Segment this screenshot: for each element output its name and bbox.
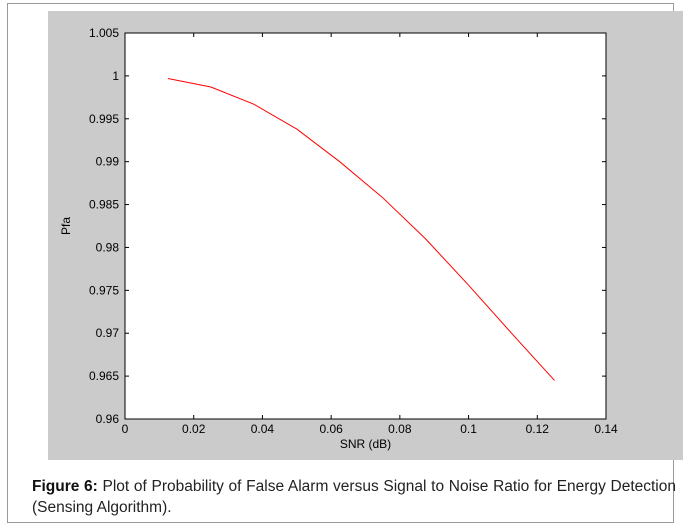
y-tick-label: 1 (112, 69, 119, 83)
x-tick-label: 0.1 (460, 422, 477, 436)
y-tick-label: 0.96 (96, 412, 120, 426)
y-tick-label: 0.99 (96, 155, 120, 169)
figure-background: 0 0.02 0.04 0.06 0.08 0.1 0.12 0.14 0.96 0.965 0.… (48, 11, 683, 460)
x-tick-label: 0.06 (319, 422, 343, 436)
line-chart: 0 0.02 0.04 0.06 0.08 0.1 0.12 0.14 0.960.9650.… (59, 26, 618, 451)
plot-area (124, 32, 607, 420)
y-tick-label: 0.975 (89, 283, 119, 297)
x-tick-label: 0.08 (388, 422, 412, 436)
figure-frame: 0 0.02 0.04 0.06 0.08 0.1 0.12 0.14 0.96 0.965 0.… (7, 3, 683, 523)
y-tick-labels: 0.96 0.965 0.97 0.975 0.98 0.985 0.99 0.995 1 1.0… (89, 26, 119, 426)
axis-ticks (124, 32, 607, 420)
x-tick-labels: 0 0.02 0.04 0.06 0.08 0.1 0.12 0.14 (122, 422, 618, 436)
caption-label: Figure 6: (32, 478, 98, 495)
x-tick-label: 0.04 (251, 422, 275, 436)
y-tick-label: 0.995 (89, 112, 119, 126)
y-tick-label: 0.97 (96, 326, 120, 340)
series-layer (167, 78, 555, 381)
y-tick-label: 0.965 (89, 369, 119, 383)
figure-caption: Figure 6: Plot of Probability of False A… (32, 476, 676, 518)
y-axis-label: Pfa (59, 217, 73, 235)
series-line (167, 78, 555, 381)
caption-text: Plot of Probability of False Alarm versu… (32, 478, 676, 516)
x-tick-label: 0.14 (594, 422, 618, 436)
x-axis-label: SNR (dB) (340, 437, 391, 451)
y-tick-label: 0.985 (89, 198, 119, 212)
x-tick-label: 0.02 (182, 422, 206, 436)
y-tick-label: 1.005 (89, 26, 119, 40)
x-tick-label: 0 (122, 422, 129, 436)
y-tick-label: 0.98 (96, 240, 120, 254)
x-tick-label: 0.12 (526, 422, 550, 436)
